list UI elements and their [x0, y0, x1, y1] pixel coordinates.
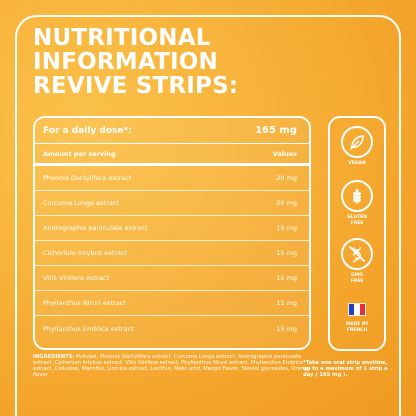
- made-in-france-badge: MADE BY FRENCH: [330, 303, 384, 333]
- gluten-free-label: GLUTEN FREE: [347, 215, 367, 226]
- ingredient-value: 15 mg: [276, 274, 297, 282]
- table-row: Andrographis paniculate extract 15 mg: [35, 216, 309, 241]
- french-flag-icon: [348, 303, 366, 316]
- daily-dose-label: For a daily dose*:: [43, 125, 132, 136]
- title-line-2: INFORMATION: [33, 49, 218, 75]
- table-row: Vitis Vinifera extract 15 mg: [35, 266, 309, 291]
- ingredient-name: Phyllanthus Emblica extract: [43, 324, 134, 333]
- table-row: Cichorium Intybus extract 15 mg: [35, 241, 309, 266]
- ingredient-value: 15 mg: [276, 249, 297, 257]
- page-title: NUTRITIONAL INFORMATION REVIVE STRIPS:: [33, 26, 238, 98]
- table-header: Amount per serving Values: [35, 144, 309, 166]
- table-row: Pheonix Dactylifera extract 20 mg: [35, 166, 309, 191]
- ingredient-value: 20 mg: [276, 174, 297, 182]
- ingredient-value: 15 mg: [276, 224, 297, 232]
- title-line-3: REVIVE STRIPS:: [33, 73, 239, 99]
- ingredient-value: 15 mg: [276, 299, 297, 307]
- table-row: Curcuma Longa extract 20 mg: [35, 191, 309, 216]
- column-header-amount: Amount per serving: [43, 149, 116, 158]
- vegan-label: VEGAN: [348, 161, 366, 166]
- gmo-crossed-icon: [341, 238, 373, 270]
- nutrition-table: For a daily dose*: 165 mg Amount per ser…: [33, 116, 311, 350]
- gmo-free-badge: GMO FREE: [330, 238, 384, 284]
- ingredient-name: Curcuma Longa extract: [43, 199, 120, 207]
- made-by-french-label: MADE BY FRENCH: [345, 322, 369, 333]
- title-line-1: NUTRITIONAL: [33, 25, 211, 51]
- ingredient-name: Cichorium Intybus extract: [43, 249, 128, 257]
- daily-dose-row: For a daily dose*: 165 mg: [35, 118, 309, 144]
- ingredients-list: Pullulan, Pheonix Dactylifera extract, C…: [33, 354, 311, 378]
- ingredient-name: Phyllanthus Niruri extract: [43, 299, 126, 307]
- ingredient-value: 20 mg: [276, 199, 297, 207]
- wheat-icon: [341, 180, 373, 212]
- ingredients-text: INGREDIENTS: Pullulan, Pheonix Dactylife…: [33, 354, 311, 378]
- gluten-free-badge: GLUTEN FREE: [330, 180, 384, 226]
- ingredient-name: Pheonix Dactylifera extract: [43, 174, 132, 182]
- ingredient-value: 15 mg: [276, 324, 297, 333]
- vegan-badge: VEGAN: [330, 126, 384, 167]
- table-row: Phyllanthus Emblica extract 15 mg: [35, 316, 309, 341]
- table-row: Phyllanthus Niruri extract 15 mg: [35, 291, 309, 316]
- ingredient-name: Andrographis paniculate extract: [43, 224, 148, 232]
- ingredients-label: INGREDIENTS:: [33, 354, 75, 360]
- gmo-free-label: GMO FREE: [350, 273, 364, 284]
- leaf-icon: [341, 126, 373, 158]
- badges-panel: VEGAN GLUTEN FREE: [328, 116, 386, 351]
- ingredient-name: Vitis Vinifera extract: [43, 274, 110, 282]
- dosage-note: *Take one oral strip anytime, up to a ma…: [303, 360, 388, 378]
- column-header-values: Values: [272, 149, 297, 158]
- daily-dose-value: 165 mg: [255, 125, 297, 136]
